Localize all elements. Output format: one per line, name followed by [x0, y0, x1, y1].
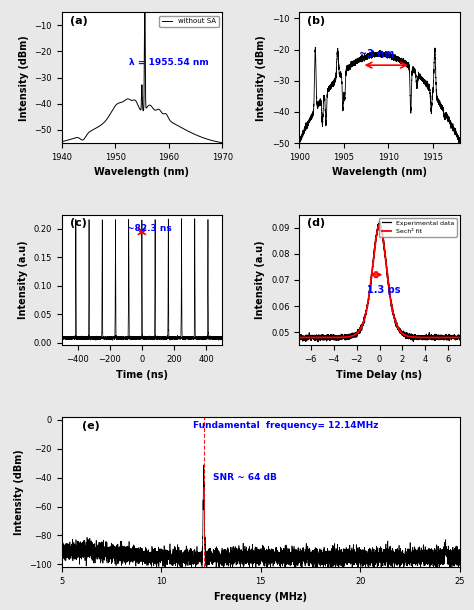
Experimental data — [370, 257, 376, 265]
Y-axis label: Intensity (a.u): Intensity (a.u) — [255, 240, 265, 319]
X-axis label: Time (ns): Time (ns) — [116, 370, 168, 379]
X-axis label: Frequency (MHz): Frequency (MHz) — [214, 592, 307, 601]
Line: Experimental data: Experimental data — [299, 221, 460, 342]
Y-axis label: Intensity (a.u): Intensity (a.u) — [18, 240, 28, 319]
Text: SNR ~ 64 dB: SNR ~ 64 dB — [213, 473, 277, 482]
Experimental data — [374, 226, 380, 233]
Experimental data — [296, 334, 302, 341]
Text: (b): (b) — [307, 16, 325, 26]
Sech² fit — [296, 334, 302, 341]
Sech² fit — [452, 334, 458, 341]
Experimental data — [377, 218, 383, 225]
Text: 1.3 ps: 1.3 ps — [367, 285, 400, 295]
Legend: Experimental data, Sech² fit: Experimental data, Sech² fit — [379, 218, 456, 237]
Text: (a): (a) — [70, 16, 87, 26]
Y-axis label: Intensity (dBm): Intensity (dBm) — [18, 35, 29, 121]
Y-axis label: Intensity (dBm): Intensity (dBm) — [14, 449, 24, 535]
Line: Sech² fit: Sech² fit — [299, 225, 460, 337]
Text: (d): (d) — [307, 218, 325, 228]
Experimental data — [453, 334, 458, 341]
Sech² fit — [370, 259, 376, 267]
Text: (e): (e) — [82, 422, 99, 431]
Sech² fit — [374, 227, 380, 234]
Text: (c): (c) — [70, 218, 87, 228]
Experimental data — [305, 332, 310, 339]
Y-axis label: Intensity (dBm): Intensity (dBm) — [256, 35, 266, 121]
Legend: without SA: without SA — [159, 16, 219, 27]
Text: Fundamental  frequency= 12.14MHz: Fundamental frequency= 12.14MHz — [193, 422, 378, 430]
Sech² fit — [457, 334, 463, 341]
Sech² fit — [377, 221, 383, 229]
Text: λ = 1955.54 nm: λ = 1955.54 nm — [129, 57, 209, 66]
X-axis label: Wavelength (nm): Wavelength (nm) — [94, 167, 190, 178]
Experimental data — [423, 336, 428, 343]
Experimental data — [315, 338, 321, 345]
Sech² fit — [452, 334, 458, 341]
Experimental data — [452, 334, 458, 342]
X-axis label: Wavelength (nm): Wavelength (nm) — [332, 167, 427, 178]
Text: ~82.3 ns: ~82.3 ns — [128, 224, 172, 233]
X-axis label: Time Delay (ns): Time Delay (ns) — [337, 370, 422, 379]
Sech² fit — [423, 334, 428, 341]
Text: ~3 nm: ~3 nm — [359, 49, 394, 59]
Sech² fit — [305, 334, 310, 341]
Experimental data — [457, 334, 463, 341]
